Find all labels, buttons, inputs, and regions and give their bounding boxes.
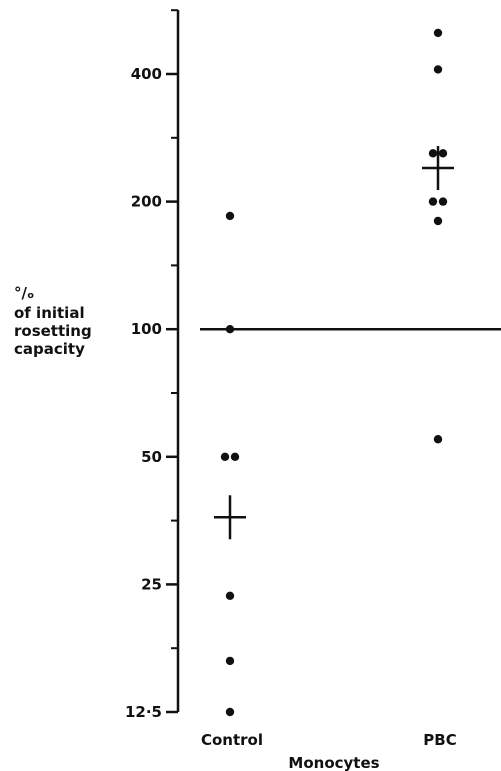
y-axis-label-line-4: capacity [14, 340, 85, 358]
category-label-pbc: PBC [423, 731, 456, 749]
x-axis-label: Monocytes [288, 754, 379, 771]
data-point-control [230, 452, 240, 461]
data-points [220, 28, 448, 717]
data-point-pbc [433, 435, 443, 444]
data-point-pbc [433, 28, 443, 38]
data-point-pbc [438, 149, 448, 158]
y-tick-label: 25 [141, 575, 162, 593]
data-point-pbc [433, 216, 443, 226]
data-point-control [225, 591, 235, 600]
y-tick-label: 400 [131, 65, 162, 83]
y-tick-label: 12·5 [125, 703, 162, 721]
category-label-control: Control [201, 731, 263, 749]
data-point-control [225, 656, 235, 666]
y-axis-label-line-3: rosetting [14, 322, 92, 340]
data-point-control [220, 452, 230, 461]
data-point-pbc [438, 197, 448, 206]
data-point-pbc [428, 149, 438, 158]
mean-markers [214, 146, 454, 540]
data-point-pbc [428, 197, 438, 206]
y-tick-label: 200 [131, 193, 162, 211]
y-axis-label-line-1: °/ₒ [14, 284, 34, 302]
data-point-control [225, 325, 235, 334]
y-axis: 12·5 25 50 100 200 400 [125, 9, 180, 721]
data-point-pbc [433, 65, 443, 74]
y-tick-label: 50 [141, 448, 162, 466]
data-point-control [225, 211, 235, 221]
y-axis-label-line-2: of initial [14, 304, 85, 322]
y-tick-label: 100 [131, 320, 162, 338]
data-point-control [225, 707, 235, 717]
